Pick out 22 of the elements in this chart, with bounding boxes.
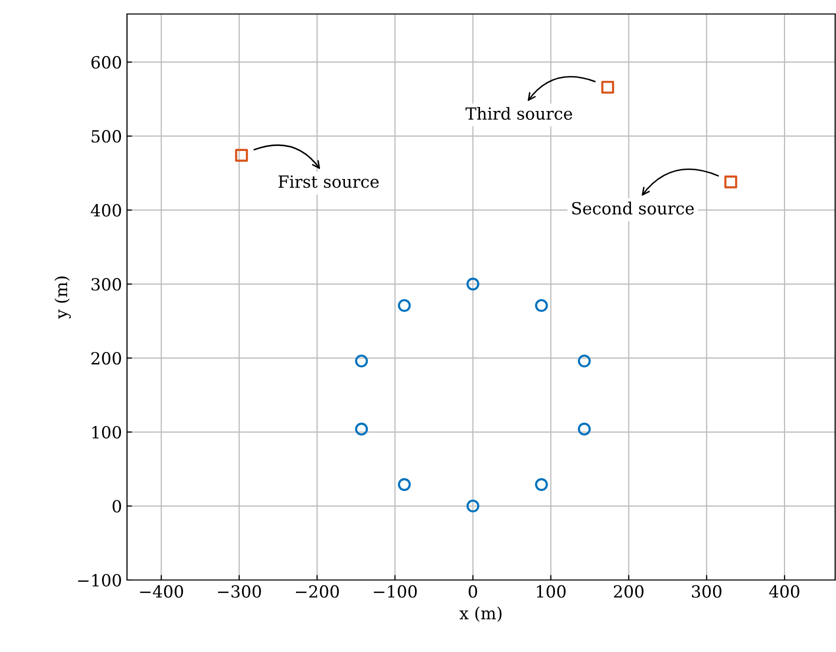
y-tick-label: −100 [78, 574, 122, 587]
x-tick-label: 100 [536, 585, 566, 598]
annotation: Third source [466, 106, 572, 120]
y-tick-label: 200 [91, 352, 122, 365]
annotation: First source [278, 175, 379, 188]
x-tick-label: 300 [692, 585, 722, 598]
y-tick-label: 400 [90, 204, 122, 217]
x-axis-title: x (m) [460, 606, 502, 622]
x-tick-label: 0 [468, 585, 478, 598]
y-tick-label: 100 [92, 426, 122, 439]
x-tick-label: −400 [140, 585, 184, 598]
x-tick-label: 400 [769, 585, 800, 598]
x-tick-label: −200 [296, 585, 339, 598]
y-axis-title: y (m) [54, 276, 71, 319]
x-tick-label: −300 [218, 585, 261, 598]
y-tick-label: 600 [91, 56, 122, 69]
y-tick-label: 300 [92, 278, 122, 291]
y-tick-label: 0 [112, 500, 122, 513]
annotation: Second source [572, 202, 694, 215]
y-tick-label: 500 [92, 130, 122, 143]
x-tick-label: 200 [614, 585, 644, 598]
x-tick-label: −100 [374, 585, 417, 598]
